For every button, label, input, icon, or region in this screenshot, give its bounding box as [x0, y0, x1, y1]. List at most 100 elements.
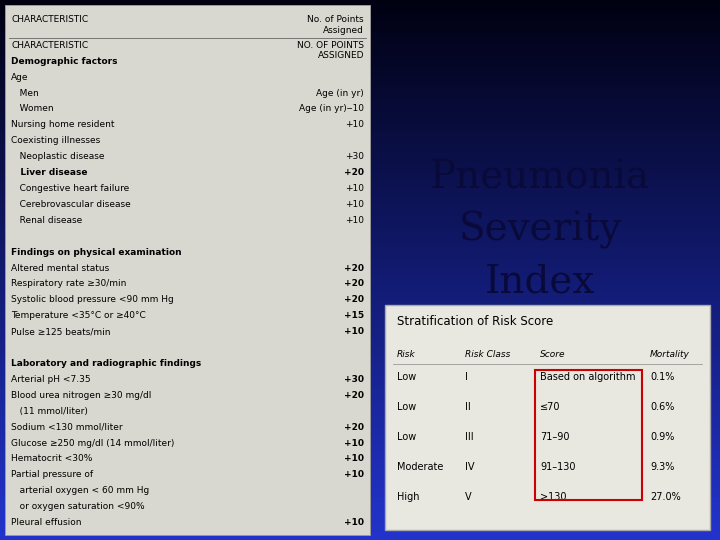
Bar [0, 120, 720, 124]
Bar [0, 490, 720, 494]
Bar [0, 137, 720, 140]
Text: Stratification of Risk Score: Stratification of Risk Score [397, 315, 553, 328]
Text: +10: +10 [344, 327, 364, 336]
Bar [0, 417, 720, 421]
Bar [0, 293, 720, 297]
Bar [0, 156, 720, 159]
Bar [0, 180, 720, 184]
Text: Arterial pH <7.35: Arterial pH <7.35 [11, 375, 91, 384]
Bar [0, 488, 720, 491]
Bar [0, 301, 720, 305]
Bar [0, 318, 720, 321]
Bar [0, 480, 720, 483]
Bar [0, 188, 720, 192]
Text: Score: Score [540, 350, 565, 359]
Text: +10: +10 [344, 438, 364, 448]
Text: Men: Men [11, 89, 39, 98]
Bar [0, 363, 720, 367]
Text: Pleural effusion: Pleural effusion [11, 518, 81, 527]
Bar [0, 7, 720, 11]
Bar [0, 509, 720, 513]
Text: Coexisting illnesses: Coexisting illnesses [11, 136, 100, 145]
Bar [0, 471, 720, 475]
Text: Mortality: Mortality [650, 350, 690, 359]
Bar [0, 291, 720, 294]
Bar [0, 201, 720, 205]
Text: V: V [465, 492, 472, 502]
Text: +20: +20 [344, 295, 364, 305]
Bar [0, 355, 720, 359]
Bar [0, 326, 720, 329]
Bar [0, 166, 720, 170]
Text: +10: +10 [345, 216, 364, 225]
Bar [0, 4, 720, 8]
Text: Hematocrit <30%: Hematocrit <30% [11, 455, 92, 463]
Bar [0, 126, 720, 130]
Text: >130: >130 [540, 492, 567, 502]
Bar [0, 12, 720, 16]
Bar [0, 288, 720, 292]
Bar [0, 274, 720, 278]
Bar [0, 223, 720, 227]
Bar [0, 315, 720, 319]
Text: Laboratory and radiographic findings: Laboratory and radiographic findings [11, 359, 202, 368]
Bar [0, 388, 720, 392]
Text: Based on algorithm: Based on algorithm [540, 372, 636, 382]
Bar [0, 353, 720, 356]
Bar [0, 83, 720, 86]
Bar [0, 91, 720, 94]
Bar [0, 255, 720, 259]
Text: Blood urea nitrogen ≥30 mg/dl: Blood urea nitrogen ≥30 mg/dl [11, 391, 151, 400]
Bar [0, 412, 720, 416]
Text: Renal disease: Renal disease [11, 216, 82, 225]
Text: 9.3%: 9.3% [650, 462, 675, 472]
Bar [0, 215, 720, 219]
Bar [0, 334, 720, 338]
Bar [0, 485, 720, 489]
Bar [0, 10, 720, 14]
Bar [0, 450, 720, 454]
Bar [0, 361, 720, 365]
Text: Temperature <35°C or ≥40°C: Temperature <35°C or ≥40°C [11, 311, 145, 320]
Text: Glucose ≥250 mg/dl (14 mmol/liter): Glucose ≥250 mg/dl (14 mmol/liter) [11, 438, 174, 448]
Bar [0, 285, 720, 289]
Bar [0, 226, 720, 230]
Text: 0.6%: 0.6% [650, 402, 675, 412]
Bar [0, 77, 720, 81]
Bar [0, 507, 720, 510]
Text: Women: Women [11, 104, 53, 113]
Bar [0, 88, 720, 92]
Bar [0, 374, 720, 378]
Bar [0, 212, 720, 216]
Text: Respiratory rate ≥30/min: Respiratory rate ≥30/min [11, 280, 127, 288]
Bar [0, 323, 720, 327]
Text: Findings on physical examination: Findings on physical examination [11, 248, 181, 256]
Bar [0, 2, 720, 5]
Bar [0, 407, 720, 410]
Text: Sodium <130 mmol/liter: Sodium <130 mmol/liter [11, 423, 122, 431]
Text: Cerebrovascular disease: Cerebrovascular disease [11, 200, 131, 209]
Text: +20: +20 [344, 264, 364, 273]
Bar [0, 496, 720, 500]
Bar [0, 29, 720, 32]
Bar [0, 69, 720, 73]
Bar [0, 523, 720, 526]
Bar [0, 39, 720, 43]
Text: +20: +20 [344, 280, 364, 288]
Bar [0, 66, 720, 70]
Bar [0, 0, 720, 3]
Bar [0, 31, 720, 35]
Bar [0, 104, 720, 108]
Bar [0, 477, 720, 481]
Bar [0, 150, 720, 154]
Text: +20: +20 [344, 168, 364, 177]
Text: 0.1%: 0.1% [650, 372, 675, 382]
Bar [0, 18, 720, 22]
Bar [0, 372, 720, 375]
Text: Risk: Risk [397, 350, 415, 359]
Bar [0, 96, 720, 100]
Bar [0, 56, 720, 59]
Bar [0, 328, 720, 332]
Bar [0, 250, 720, 254]
Bar [0, 390, 720, 394]
